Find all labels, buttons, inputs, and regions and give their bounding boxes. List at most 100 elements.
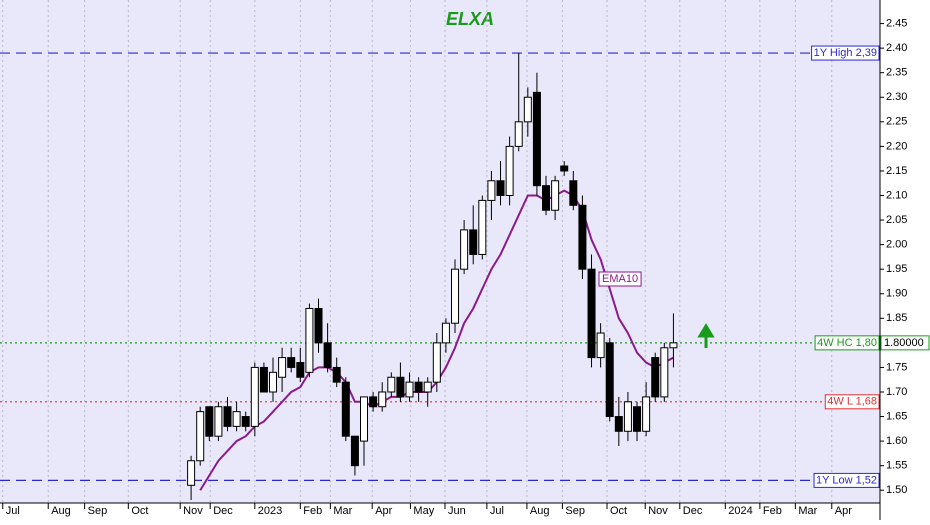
candle-body bbox=[414, 381, 423, 393]
price-label: 1.80000 bbox=[884, 337, 924, 349]
candle-body bbox=[669, 342, 678, 349]
candle-body bbox=[396, 376, 405, 398]
x-tick-label: Apr bbox=[375, 505, 392, 517]
x-tick-label: Sep bbox=[565, 505, 585, 517]
x-tick-label: Aug bbox=[51, 505, 71, 517]
candle-body bbox=[287, 357, 296, 368]
y-axis-panel bbox=[880, 0, 930, 520]
y-tick-label: 2.40 bbox=[886, 42, 907, 54]
y-tick-label: 2.05 bbox=[886, 214, 907, 226]
x-tick-label: Nov bbox=[648, 505, 668, 517]
candle-body bbox=[423, 381, 432, 393]
candle-body bbox=[542, 185, 551, 211]
y-tick-label: 2.45 bbox=[886, 17, 907, 29]
level-label-box bbox=[824, 394, 880, 410]
candle-body bbox=[487, 180, 496, 201]
candle-body bbox=[369, 396, 378, 408]
candle-body bbox=[633, 406, 642, 432]
candle-body bbox=[660, 347, 669, 398]
candle-body bbox=[569, 180, 578, 206]
x-tick-label: Oct bbox=[610, 505, 627, 517]
candle-body bbox=[332, 366, 341, 383]
level-label: 1Y High 2,39 bbox=[814, 47, 877, 59]
y-tick-label: 1.75 bbox=[886, 361, 907, 373]
x-tick-label: Apr bbox=[835, 505, 852, 517]
y-tick-label: 1.90 bbox=[886, 288, 907, 300]
candle-body bbox=[405, 381, 414, 398]
candle-body bbox=[451, 268, 460, 324]
candle-body bbox=[505, 145, 514, 197]
y-tick-label: 1.60 bbox=[886, 435, 907, 447]
candle-body bbox=[596, 332, 605, 359]
x-tick-label: 2024 bbox=[728, 505, 752, 517]
x-tick-label: 2023 bbox=[258, 505, 282, 517]
candle-body bbox=[642, 396, 651, 432]
candle-body bbox=[241, 416, 250, 427]
candle-body bbox=[614, 416, 623, 432]
x-tick-label: Feb bbox=[303, 505, 322, 517]
y-tick-label: 2.25 bbox=[886, 116, 907, 128]
x-tick-label: Jul bbox=[490, 505, 504, 517]
candle-body bbox=[323, 342, 332, 368]
candle-body bbox=[523, 96, 532, 123]
level-label: 4W HC 1,80 bbox=[817, 337, 877, 349]
candle-body bbox=[350, 435, 359, 467]
candle-body bbox=[496, 180, 505, 197]
candle-body bbox=[432, 342, 441, 383]
x-tick-label: Sep bbox=[88, 505, 108, 517]
level-label-box bbox=[813, 472, 880, 488]
x-tick-label: May bbox=[413, 505, 434, 517]
candle-body bbox=[296, 362, 305, 378]
x-tick-label: Mar bbox=[333, 505, 352, 517]
candle-body bbox=[341, 381, 350, 437]
x-tick-label: Jul bbox=[6, 505, 20, 517]
candle-body bbox=[205, 406, 214, 437]
x-tick-label: Dec bbox=[683, 505, 703, 517]
candle-body bbox=[378, 391, 387, 408]
level-label-box bbox=[811, 45, 880, 61]
level-label: 4W L 1,68 bbox=[827, 396, 877, 408]
candle-body bbox=[360, 396, 369, 442]
chart-title: ELXA bbox=[446, 9, 494, 29]
x-tick-label: Oct bbox=[131, 505, 148, 517]
candle-body bbox=[469, 229, 478, 255]
series-label-box bbox=[598, 271, 642, 287]
candle-body bbox=[269, 371, 278, 393]
candle-body bbox=[441, 322, 450, 344]
y-tick-label: 1.95 bbox=[886, 263, 907, 275]
candle-body bbox=[223, 406, 232, 427]
y-tick-label: 1.85 bbox=[886, 312, 907, 324]
candle-body bbox=[623, 401, 632, 432]
series-label: EMA10 bbox=[602, 273, 638, 285]
y-tick-label: 1.65 bbox=[886, 410, 907, 422]
candle-body bbox=[651, 357, 660, 398]
candle-body bbox=[250, 366, 259, 427]
candle-body bbox=[532, 91, 541, 187]
y-tick-label: 2.00 bbox=[886, 239, 907, 251]
candle-body bbox=[560, 165, 569, 172]
y-tick-label: 1.50 bbox=[886, 484, 907, 496]
x-tick-label: Dec bbox=[213, 505, 233, 517]
candle-body bbox=[514, 121, 523, 147]
x-tick-label: Feb bbox=[763, 505, 782, 517]
y-tick-label: 1.70 bbox=[886, 386, 907, 398]
candle-body bbox=[214, 406, 223, 437]
candle-body bbox=[196, 411, 205, 462]
candle-body bbox=[259, 366, 268, 393]
candle-body bbox=[387, 376, 396, 393]
candle-body bbox=[587, 268, 596, 359]
candle-body bbox=[305, 307, 314, 373]
candle-body bbox=[187, 460, 196, 486]
x-tick-label: Jun bbox=[448, 505, 466, 517]
candle-body bbox=[478, 199, 487, 255]
y-tick-label: 2.20 bbox=[886, 140, 907, 152]
y-tick-label: 2.10 bbox=[886, 189, 907, 201]
x-tick-label: Aug bbox=[530, 505, 550, 517]
candle-body bbox=[605, 342, 614, 418]
candle-body bbox=[232, 411, 241, 427]
candle-body bbox=[278, 357, 287, 378]
candle-body bbox=[551, 180, 560, 211]
y-tick-label: 1.55 bbox=[886, 460, 907, 472]
plot-background bbox=[0, 0, 880, 503]
